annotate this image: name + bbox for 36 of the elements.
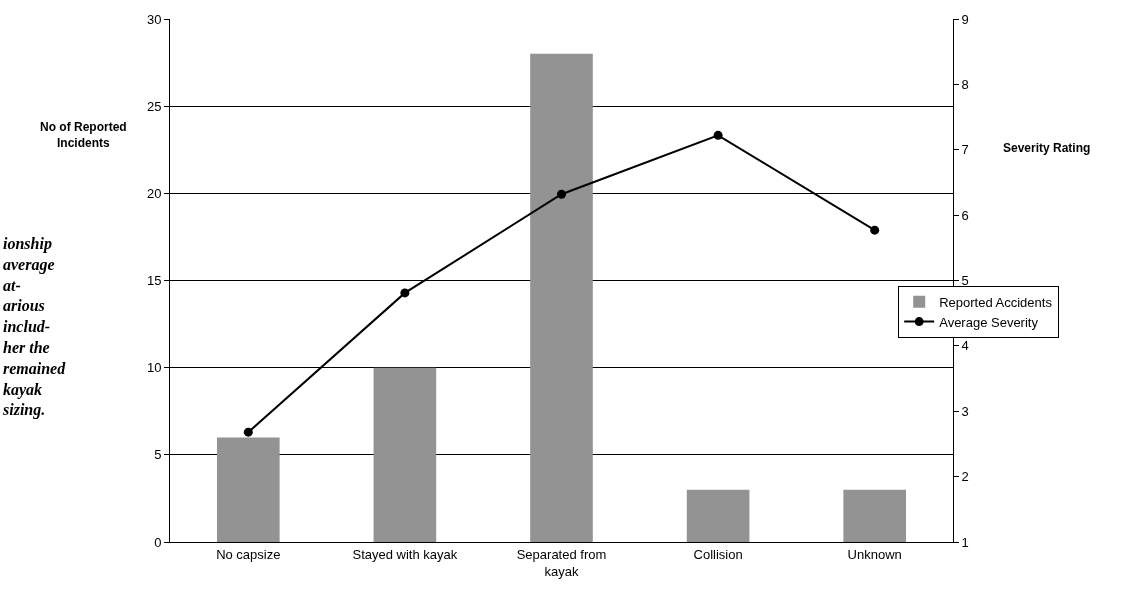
y-tick-label: 0 (154, 534, 162, 550)
x-tick-label: Unknown (847, 546, 902, 562)
point (243, 427, 253, 437)
y2-axis-title: Severity Rating (1003, 141, 1091, 155)
bar (216, 437, 280, 542)
y2-tick-label: 2 (961, 469, 969, 485)
y2-tick-label: 1 (961, 534, 969, 550)
bar (843, 489, 907, 542)
y-tick-label: 20 (146, 185, 162, 201)
legend-label: Reported Accidents (939, 294, 1053, 310)
y2-tick-label: 4 (961, 338, 969, 354)
y2-tick-label: 8 (961, 76, 969, 92)
y2-tick-label: 5 (961, 273, 969, 289)
point (557, 189, 566, 199)
y-tick-label: 25 (146, 98, 162, 114)
x-tick-label: Collision (693, 546, 743, 562)
y2-tick-label: 7 (961, 142, 969, 158)
y-tick-label: 15 (146, 273, 162, 289)
y2-tick-label: 9 (961, 11, 969, 27)
y-tick-label: 10 (146, 360, 162, 376)
x-tick-label: Stayed with kayak (352, 546, 458, 562)
bar (530, 53, 593, 542)
y-tick-label: 5 (154, 447, 162, 463)
point (713, 130, 723, 140)
x-tick-label: Separated from kayak (516, 546, 607, 579)
bar (686, 489, 750, 542)
y2-tick-label: 6 (961, 207, 969, 223)
point (870, 225, 880, 235)
legend-label: Average Severity (939, 314, 1039, 330)
y-tick-label: 30 (146, 11, 162, 27)
point (400, 288, 410, 298)
text: ionship average at- arious includ- her the remained kayak sizing. (3, 235, 66, 419)
y-axis-title: No of Reported Incidents (40, 120, 127, 150)
x-tick-label: No capsize (216, 546, 281, 562)
y2-tick-label: 3 (961, 403, 969, 419)
bar (373, 367, 437, 542)
